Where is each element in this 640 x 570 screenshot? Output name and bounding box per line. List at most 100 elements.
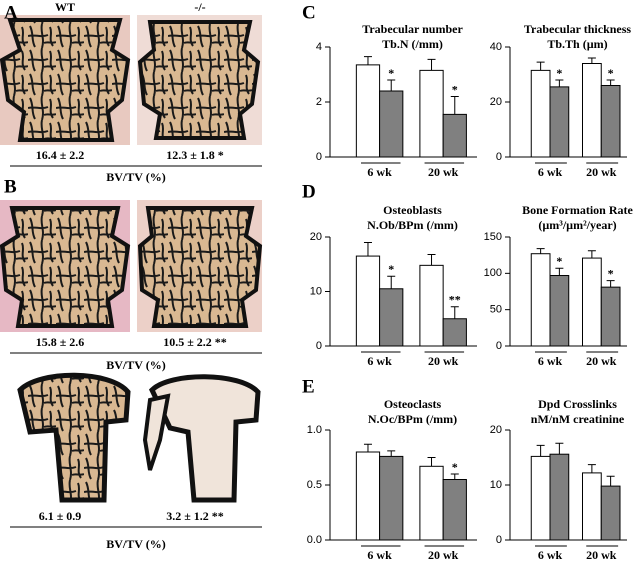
significance-label: *: [608, 66, 614, 80]
bar: [442, 113, 467, 158]
x-tick-label: 6 wk: [538, 548, 563, 562]
panel-label: A: [4, 2, 18, 23]
error-bar: [363, 56, 372, 65]
bar: [419, 69, 444, 158]
error-bar: [363, 241, 372, 257]
error-bar: [387, 450, 396, 457]
y-tick-label: 20: [310, 231, 322, 243]
significance-label: **: [449, 293, 461, 307]
chart-title: Trabecular thickness: [524, 22, 632, 36]
x-tick-label: 20 wk: [586, 165, 617, 179]
histology-image: [142, 374, 261, 503]
x-tick-label: 6 wk: [367, 354, 392, 368]
error-bar: [427, 253, 436, 266]
x-tick-label: 6 wk: [538, 354, 563, 368]
error-bar: [555, 79, 564, 87]
y-tick-label: 20: [490, 424, 502, 436]
panel-label: C: [302, 2, 316, 23]
y-tick-label: 0: [316, 340, 322, 352]
y-tick-label: 0.5: [307, 479, 322, 491]
x-tick-label: 20 wk: [428, 548, 459, 562]
significance-label: *: [452, 460, 458, 474]
y-tick-label: 150: [484, 231, 502, 243]
chart-title: Bone Formation Rate: [522, 203, 633, 217]
bvtv-caption: BV/TV (%): [106, 537, 165, 551]
bar: [355, 255, 381, 347]
bar: [582, 472, 602, 541]
y-tick-label: 1.0: [307, 424, 322, 436]
error-bar: [427, 457, 436, 467]
panel-label: E: [302, 376, 315, 397]
bar: [442, 318, 467, 347]
significance-label: *: [556, 66, 562, 80]
significance-label: *: [388, 262, 394, 276]
bvtv-value: 16.4 ± 2.2: [36, 148, 85, 162]
bar: [355, 64, 381, 158]
bar: [549, 275, 570, 347]
y-tick-label: 4: [316, 41, 322, 53]
error-bar: [450, 473, 459, 480]
y-tick-label: 0: [316, 151, 322, 163]
y-tick-label: 50: [490, 304, 502, 316]
bar: [379, 288, 404, 347]
chart-subtitle: (µm³/µm²/year): [538, 218, 616, 232]
bar: [582, 63, 602, 158]
significance-label: *: [556, 254, 562, 268]
bar: [442, 479, 467, 541]
bar: [600, 85, 621, 158]
bar: [419, 465, 444, 541]
significance-label: *: [608, 266, 614, 280]
bvtv-value: 3.2 ± 1.2 **: [166, 509, 224, 523]
bar: [549, 86, 570, 158]
y-tick-label: 0: [496, 340, 502, 352]
bar: [379, 455, 404, 541]
bar: [530, 253, 551, 347]
y-tick-label: 20: [490, 96, 502, 108]
x-tick-label: 20 wk: [586, 354, 617, 368]
chart-title: Osteoblasts: [383, 203, 442, 217]
y-tick-label: 0: [496, 534, 502, 546]
error-bar: [587, 57, 596, 64]
error-bar: [587, 464, 596, 473]
y-tick-label: 100: [484, 267, 502, 279]
error-bar: [387, 79, 396, 91]
error-bar: [555, 267, 564, 276]
bvtv-caption: BV/TV (%): [106, 358, 165, 372]
bar: [600, 485, 621, 541]
chart-title: Trabecular number: [362, 22, 463, 36]
x-tick-label: 6 wk: [367, 548, 392, 562]
bar: [379, 90, 404, 158]
histology-image: [137, 15, 262, 145]
y-tick-label: 0: [496, 151, 502, 163]
x-tick-label: 6 wk: [367, 165, 392, 179]
genotype-label: WT: [55, 0, 75, 14]
bar: [355, 451, 381, 541]
chart-subtitle: N.Ob/BPm (/mm): [367, 218, 458, 232]
error-bar: [555, 442, 564, 455]
bar: [582, 257, 602, 347]
error-bar: [427, 58, 436, 71]
y-tick-label: 2: [316, 96, 322, 108]
error-bar: [606, 280, 615, 288]
genotype-label: -/-: [194, 0, 205, 14]
panel-label: B: [4, 176, 17, 197]
chart-subtitle: nM/nM creatinine: [531, 412, 625, 426]
bar: [530, 69, 551, 158]
histology-image: [0, 15, 131, 145]
histology-image: [137, 200, 263, 332]
bvtv-value: 6.1 ± 0.9: [39, 509, 82, 523]
histology-image: [17, 372, 131, 503]
error-bar: [536, 248, 545, 254]
y-tick-label: 10: [310, 285, 322, 297]
bvtv-caption: BV/TV (%): [106, 170, 165, 184]
error-bar: [606, 475, 615, 487]
bvtv-value: 12.3 ± 1.8 *: [166, 148, 224, 162]
error-bar: [536, 61, 545, 71]
bar: [600, 286, 621, 347]
chart-title: Osteoclasts: [384, 397, 442, 411]
bar: [549, 453, 570, 541]
error-bar: [450, 96, 459, 115]
y-tick-label: 0.0: [307, 534, 322, 546]
